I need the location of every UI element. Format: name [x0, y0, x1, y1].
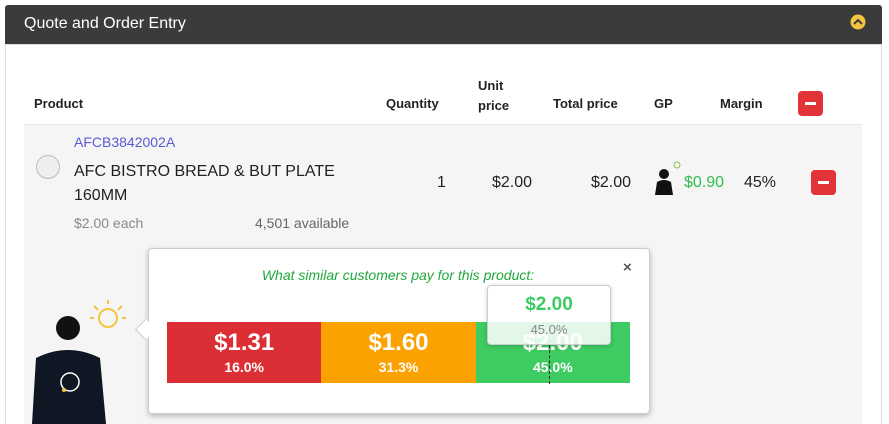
- row-checkbox[interactable]: [36, 155, 60, 179]
- insight-icon[interactable]: [654, 160, 684, 196]
- remove-all-button[interactable]: [798, 91, 823, 116]
- price-segment: $1.60 31.3%: [321, 322, 476, 383]
- margin: 45%: [744, 174, 777, 191]
- column-header: Margin: [720, 96, 763, 111]
- column-header: GP: [654, 96, 673, 111]
- segment-percent: 45.0%: [532, 359, 573, 375]
- column-header: Quantity: [386, 96, 439, 111]
- panel: [5, 44, 882, 424]
- marker-price: $2.00: [525, 294, 573, 315]
- segment-price: $1.60: [368, 329, 429, 356]
- segment-percent: 31.3%: [378, 359, 419, 375]
- marker-percent: 45.0%: [530, 322, 568, 337]
- segment-price: $1.31: [214, 329, 275, 356]
- price-each: $2.00 each: [74, 215, 144, 231]
- column-header: Total price: [553, 96, 618, 111]
- total-price: $2.00: [591, 174, 632, 191]
- sku-link[interactable]: AFCB3842002A: [74, 134, 176, 150]
- close-button[interactable]: ×: [623, 259, 632, 276]
- product-name: AFC BISTRO BREAD & BUT PLATE 160MM: [74, 163, 335, 204]
- column-header: Product: [34, 96, 84, 111]
- gross-profit: $0.90: [684, 174, 725, 191]
- marker-line: [549, 340, 550, 384]
- marker-tooltip: $2.00 45.0%: [487, 285, 611, 345]
- remove-row-button[interactable]: [811, 170, 836, 195]
- collapse-button[interactable]: [850, 14, 866, 30]
- popup-title: What similar customers pay for this prod…: [261, 267, 535, 283]
- quantity: 1: [437, 174, 446, 191]
- availability: 4,501 available: [255, 215, 350, 231]
- segment-percent: 16.0%: [224, 359, 265, 375]
- unit-price: $2.00: [492, 174, 533, 191]
- header-title: Quote and Order Entry: [24, 15, 186, 32]
- header-bar: [5, 5, 882, 44]
- price-segment: $1.31 16.0%: [167, 322, 322, 383]
- column-header: Unit price: [478, 78, 510, 113]
- advisor-figure: [32, 300, 126, 424]
